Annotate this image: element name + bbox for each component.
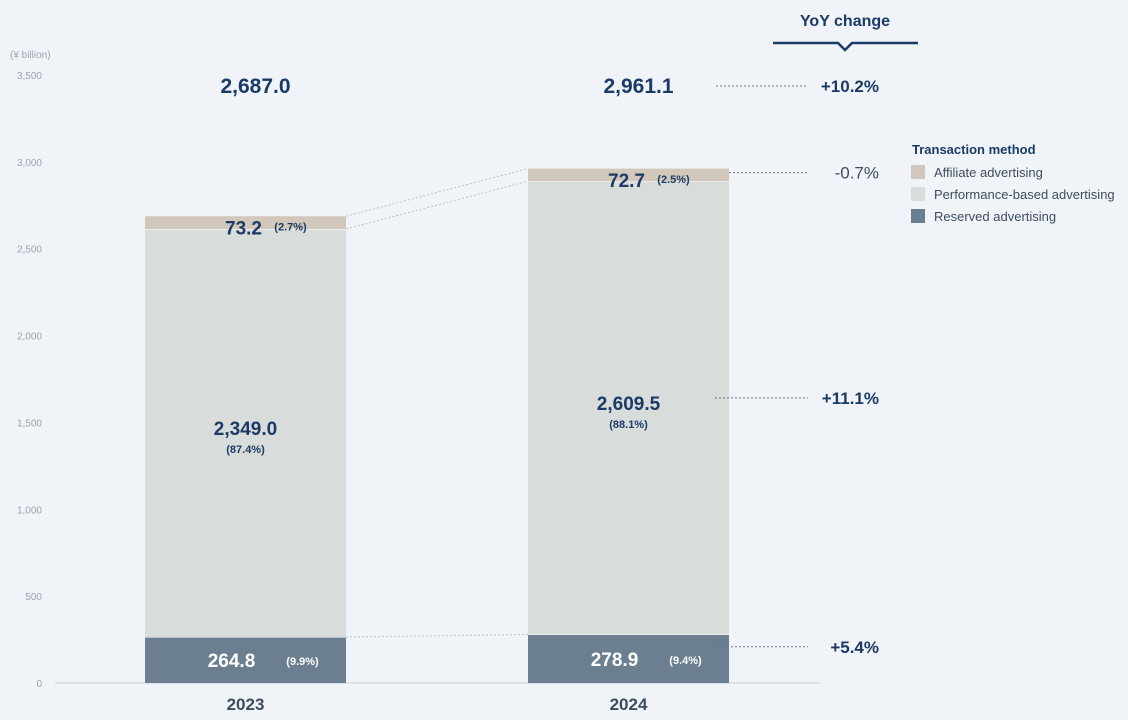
segment-percent-label: (2.7%) [274,222,307,234]
bar-segment-reserved-advertising-2024 [528,634,729,683]
y-tick-label: 500 [25,592,42,603]
segment-value-label: 73.2 [225,219,262,240]
legend-swatch [911,187,925,201]
segment-percent-label: (87.4%) [226,444,265,456]
legend-layer: Transaction method Affiliate advertising P… [911,142,1115,224]
y-tick-label: 1,500 [17,418,42,429]
legend-swatch [911,209,925,223]
bar-segment-reserved-advertising-2023 [145,637,346,683]
bar-segment-affiliate-advertising-2024 [528,168,729,182]
segment-value-label: 2,609.5 [597,394,661,415]
segment-value-label: 72.7 [608,171,645,192]
yoy-title-underline [773,41,918,52]
bars-layer [145,168,729,683]
y-tick-label: 1,000 [17,505,42,516]
legend-label: Reserved advertising [934,209,1056,224]
connector-line [345,634,529,638]
y-tick-label: 2,500 [17,245,42,256]
segment-percent-label: (9.4%) [669,655,702,667]
y-tick-label: 0 [36,679,42,690]
legend-label: Affiliate advertising [934,165,1043,180]
y-tick-label: 2,000 [17,332,42,343]
y-tick-label: 3,500 [17,71,42,82]
yoy-layer: YoY change +10.2% -0.7% +11.1% +5.4% [715,13,918,657]
yoy-change-value: -0.7% [835,164,879,183]
bar-segment-performance-based-advertising-2024 [528,181,729,635]
labels-layer: 2023 2,687.0 2024 2,961.1 264.8 (9.9%) 2,349.0… [208,75,702,714]
segment-percent-label: (9.9%) [286,656,319,668]
connector-layer [345,168,529,638]
segment-value-label: 2,349.0 [214,419,277,440]
legend-swatch [911,165,925,179]
yoy-change-value: +11.1% [822,389,879,408]
legend-title: Transaction method [912,142,1036,157]
segment-value-label: 278.9 [591,650,639,671]
bar-total-label: 2,687.0 [220,75,290,98]
segment-value-label: 264.8 [208,651,256,672]
connector-line [345,180,529,230]
y-axis-unit-label: (¥ billion) [10,50,51,61]
segment-percent-label: (2.5%) [657,174,690,186]
bar-segment-performance-based-advertising-2023 [145,228,346,638]
yoy-change-value: +5.4% [830,638,879,657]
connector-line [345,168,529,217]
legend-label: Performance-based advertising [934,187,1115,202]
yoy-change-title: YoY change [800,13,890,30]
yoy-change-value: +10.2% [821,77,879,96]
y-tick-label: 3,000 [17,158,42,169]
bar-segment-affiliate-advertising-2023 [145,216,346,229]
x-category-label: 2024 [610,695,648,714]
segment-percent-label: (88.1%) [609,419,648,431]
x-category-label: 2023 [227,695,265,714]
bar-total-label: 2,961.1 [603,75,673,98]
